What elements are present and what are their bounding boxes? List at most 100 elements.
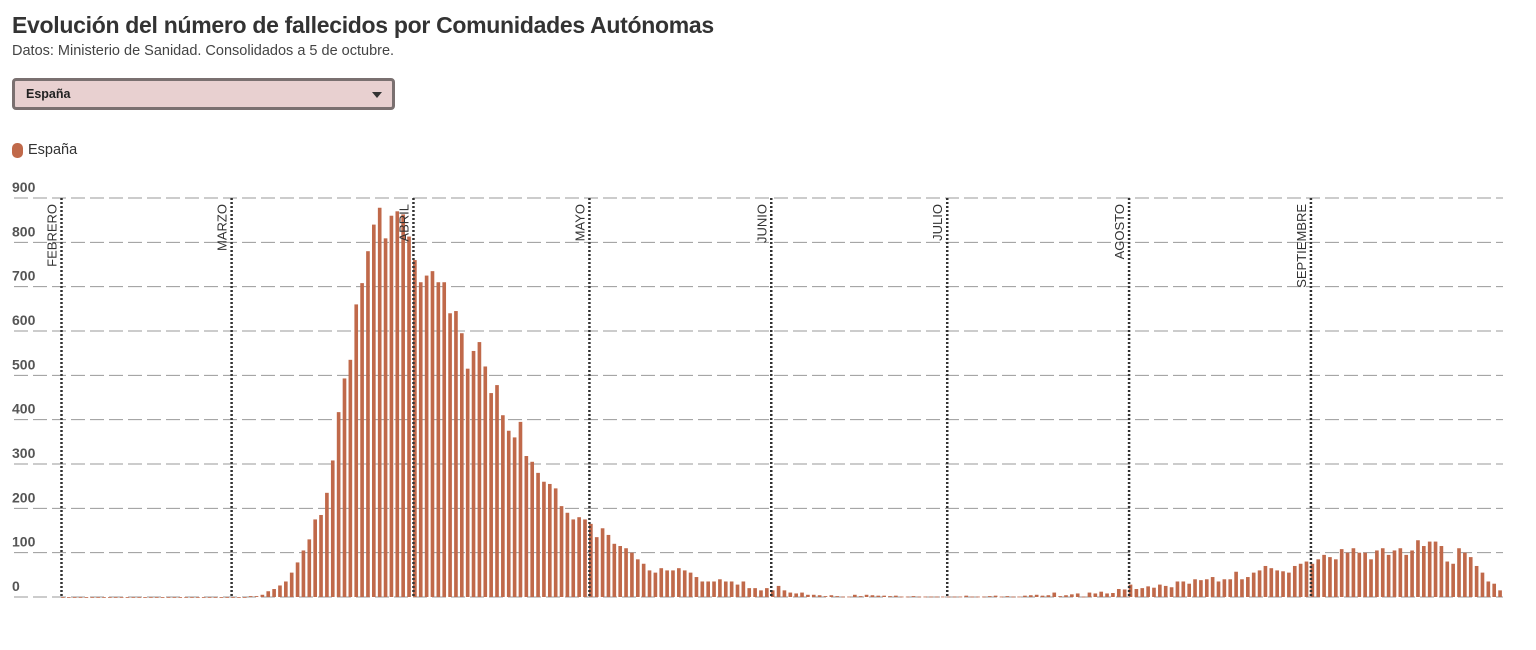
- bar: [811, 594, 816, 597]
- bar-chart: FEBRERO MARZO ABRIL MAYO JUNIO JULIO AGOSTO SEP…: [12, 179, 1503, 598]
- bar: [993, 595, 998, 597]
- bar: [413, 260, 417, 597]
- bar: [876, 595, 881, 597]
- bar: [254, 596, 259, 597]
- bar: [196, 597, 200, 598]
- bar: [982, 596, 986, 598]
- bar: [600, 528, 605, 597]
- y-tick-label-300: 300: [12, 445, 36, 461]
- bar: [1492, 583, 1497, 597]
- bar: [1087, 592, 1092, 597]
- region-select[interactable]: España: [12, 78, 395, 110]
- bar: [360, 283, 364, 597]
- month-label-marzo: MARZO: [215, 204, 230, 251]
- region-select-value: España: [26, 87, 71, 101]
- bar: [800, 592, 804, 597]
- bar: [899, 596, 904, 598]
- bar: [213, 597, 218, 598]
- bar: [1287, 572, 1291, 597]
- bar: [166, 597, 171, 598]
- bar: [495, 385, 499, 597]
- bar: [237, 597, 241, 598]
- bar: [1234, 571, 1238, 597]
- bar: [225, 597, 229, 598]
- bar: [659, 568, 664, 597]
- bar: [1134, 589, 1139, 597]
- bar: [383, 238, 388, 597]
- bar: [102, 597, 106, 598]
- bar: [278, 585, 282, 597]
- bar: [1269, 568, 1274, 597]
- bar: [618, 546, 623, 597]
- bar: [1034, 594, 1039, 597]
- bar: [330, 460, 335, 597]
- bar: [424, 275, 429, 597]
- bar: [647, 570, 652, 597]
- bar: [395, 211, 400, 598]
- bar: [1058, 596, 1062, 597]
- bar: [594, 537, 599, 597]
- bar: [917, 596, 922, 598]
- y-tick-label-500: 500: [12, 356, 36, 372]
- bar: [735, 584, 740, 597]
- bar: [160, 597, 165, 598]
- bar: [342, 378, 347, 597]
- bar: [624, 548, 628, 597]
- y-tick-label-200: 200: [12, 489, 36, 505]
- bar: [430, 271, 435, 597]
- bar: [1351, 548, 1356, 597]
- bar: [970, 596, 974, 598]
- bar: [448, 313, 452, 597]
- bar: [1480, 572, 1485, 597]
- bar: [677, 568, 681, 597]
- bar: [119, 597, 124, 598]
- bar: [747, 588, 752, 597]
- bar: [1451, 563, 1455, 597]
- bar: [266, 591, 271, 597]
- bar: [131, 597, 136, 598]
- bar: [1421, 546, 1426, 597]
- bar: [870, 595, 875, 597]
- month-label-julio: JULIO: [930, 204, 945, 241]
- bar: [207, 597, 212, 598]
- bar: [712, 581, 716, 597]
- y-tick-label-0: 0: [12, 578, 20, 594]
- bar: [465, 368, 470, 597]
- bar: [1404, 554, 1409, 597]
- bar: [829, 595, 834, 597]
- bar: [366, 251, 370, 597]
- bar: [201, 597, 206, 598]
- month-markers: FEBRERO MARZO ABRIL MAYO JUNIO JULIO AGOSTO SEP…: [45, 198, 1313, 597]
- bar: [1457, 548, 1461, 597]
- bar: [1240, 579, 1244, 597]
- bar: [512, 437, 517, 597]
- bar: [729, 581, 734, 597]
- bar: [530, 461, 535, 597]
- bar: [1392, 550, 1397, 597]
- bar: [242, 597, 247, 598]
- bar: [583, 519, 587, 597]
- bar: [1486, 581, 1491, 597]
- bar: [1163, 585, 1168, 597]
- bar: [1093, 593, 1098, 597]
- bar: [635, 559, 640, 597]
- bar: [125, 597, 130, 598]
- bar: [1122, 589, 1127, 597]
- bar: [319, 514, 323, 597]
- bar: [1375, 550, 1379, 597]
- bar: [536, 472, 540, 597]
- y-tick-label-700: 700: [12, 268, 36, 284]
- bar: [806, 594, 810, 597]
- bar: [1222, 579, 1227, 597]
- bar: [759, 590, 763, 597]
- bar: [553, 488, 558, 597]
- bar: [1292, 565, 1297, 597]
- bar: [935, 596, 939, 598]
- bar: [894, 595, 898, 597]
- y-axis-ticks: 0 100 200 300 400 500 600 700 800 900: [12, 179, 36, 594]
- bar: [788, 592, 793, 597]
- month-label-agosto: AGOSTO: [1112, 204, 1127, 259]
- bar: [1281, 571, 1285, 597]
- bar: [260, 594, 265, 597]
- bar: [765, 588, 769, 597]
